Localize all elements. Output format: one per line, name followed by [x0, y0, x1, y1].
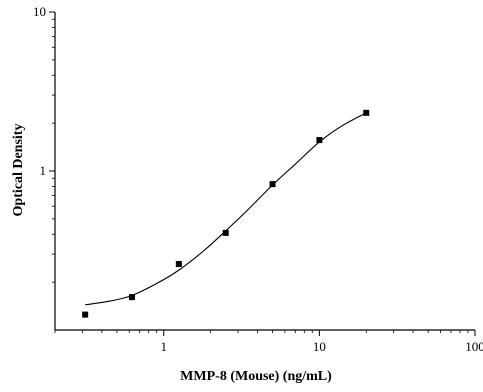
x-tick-label: 10	[313, 339, 326, 354]
data-point	[175, 261, 182, 268]
x-tick-label: 1	[161, 339, 168, 354]
axes	[54, 12, 475, 331]
x-tick-label: 100	[465, 339, 483, 354]
data-point	[316, 137, 323, 144]
y-tick-label: 1	[40, 163, 47, 178]
data-point	[222, 229, 229, 236]
fit-curve	[85, 112, 367, 306]
data-point	[82, 311, 89, 318]
data-point	[129, 294, 136, 301]
data-points	[82, 109, 370, 318]
fit-curve-layer	[85, 112, 367, 306]
data-point	[269, 181, 276, 188]
tick-labels: 1 10 100 1 10	[33, 4, 483, 354]
x-axis-title: MMP-8 (Mouse) (ng/mL)	[180, 369, 332, 384]
y-tick-label: 10	[33, 4, 46, 19]
y-axis-title: Optical Density	[11, 124, 26, 217]
data-point	[363, 109, 370, 116]
tick-marks	[49, 11, 476, 336]
